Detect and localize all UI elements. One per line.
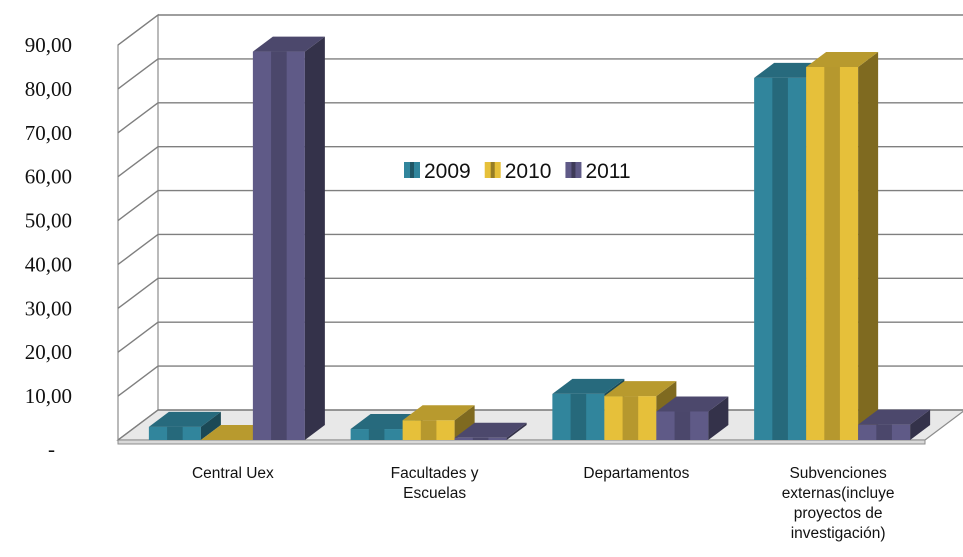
y-tick-label: 70,00 <box>25 121 72 145</box>
bar-front-shade <box>674 411 691 440</box>
gridline-side <box>117 189 159 222</box>
bar-top <box>656 396 729 412</box>
bar <box>858 409 931 440</box>
y-tick-label: - <box>48 437 55 461</box>
bar-side <box>910 409 931 440</box>
bar <box>806 51 879 440</box>
bar <box>252 36 325 440</box>
gridline-side <box>117 365 159 397</box>
bar-front-shade <box>876 424 892 440</box>
bar-front-shade <box>472 437 489 440</box>
bar <box>402 405 475 440</box>
bars <box>148 36 931 441</box>
bar-side <box>858 51 879 440</box>
y-tick-label: 30,00 <box>25 296 72 320</box>
bar-side <box>506 422 527 440</box>
x-tick-label-line: Subvenciones <box>789 465 887 482</box>
gridline-side <box>117 58 159 90</box>
legend-item: 2010 <box>484 160 552 183</box>
x-tick-label: Subvenciones externas(incluye proyectos de… <box>782 465 895 542</box>
bar-side <box>454 405 475 440</box>
bar-top <box>552 378 625 394</box>
x-tick-label-line: Departamentos <box>583 465 689 482</box>
bar-side <box>304 36 325 440</box>
bar-side <box>708 396 729 440</box>
side-wall <box>117 13 159 442</box>
bar-top <box>402 405 475 421</box>
bar <box>454 422 527 440</box>
y-tick-label: 40,00 <box>25 252 72 276</box>
gridline-side <box>117 277 159 309</box>
gridline-side <box>117 14 159 46</box>
bar-top <box>858 409 931 425</box>
x-tick-label-line: externas(incluye <box>782 485 895 502</box>
bar-front-shade <box>167 426 183 440</box>
x-tick-label-line: Facultades y <box>391 465 479 482</box>
bar-top <box>454 422 527 438</box>
bar-front-shade <box>271 51 287 440</box>
legend-item: 2011 <box>565 160 631 183</box>
bar-top <box>148 411 221 427</box>
x-tick-label-line: investigación) <box>791 525 886 542</box>
gridline-side <box>117 102 159 134</box>
legend-swatch-shade <box>571 162 576 178</box>
bar-front-shade <box>622 396 639 440</box>
x-tick-label-line: Escuelas <box>403 485 466 502</box>
x-tick-label: Facultades y Escuelas <box>391 465 479 502</box>
legend-swatch-shade <box>410 162 414 178</box>
x-tick-label: Departamentos <box>583 465 689 482</box>
x-tick-label-line: Central Uex <box>192 465 274 482</box>
bar-top <box>806 51 879 67</box>
y-tick-label: 20,00 <box>25 340 72 364</box>
bar-front-shade <box>772 77 788 441</box>
x-tick-label-line: proyectos de <box>794 505 883 522</box>
bar <box>148 411 221 440</box>
bar-side <box>200 411 221 440</box>
bar-front-shade <box>824 66 840 440</box>
y-tick-label: 90,00 <box>25 33 72 57</box>
x-axis-tick-labels: Central Uex Facultades y Escuelas Departame… <box>192 465 895 542</box>
bar-front-shade <box>570 393 587 440</box>
legend-label: 2009 <box>424 160 471 183</box>
gridline <box>117 14 963 46</box>
bar-front-shade <box>368 429 385 440</box>
gridline-side <box>117 409 159 441</box>
legend-label: 2011 <box>585 160 630 183</box>
gridline-side <box>117 233 159 266</box>
legend-item: 2009 <box>404 160 471 183</box>
bar-front-shade <box>420 420 437 440</box>
y-tick-label: 10,00 <box>25 384 72 408</box>
legend-swatch-shade <box>490 162 495 178</box>
gridline-side <box>117 146 159 178</box>
x-tick-label: Central Uex <box>192 465 274 482</box>
bar <box>656 396 729 440</box>
y-tick-label: 60,00 <box>25 165 72 189</box>
floor-edge <box>117 439 926 445</box>
bar-top <box>604 381 677 397</box>
y-axis-tick-labels: - 10,00 20,00 30,00 40,00 50,00 60,00 70,00 80,0… <box>25 33 72 461</box>
y-tick-label: 50,00 <box>25 209 72 233</box>
legend: 2009 2010 2011 <box>404 160 631 183</box>
y-tick-label: 80,00 <box>25 77 72 101</box>
bar-top <box>252 36 325 52</box>
legend-label: 2010 <box>505 160 552 183</box>
gridline-side <box>117 321 159 353</box>
